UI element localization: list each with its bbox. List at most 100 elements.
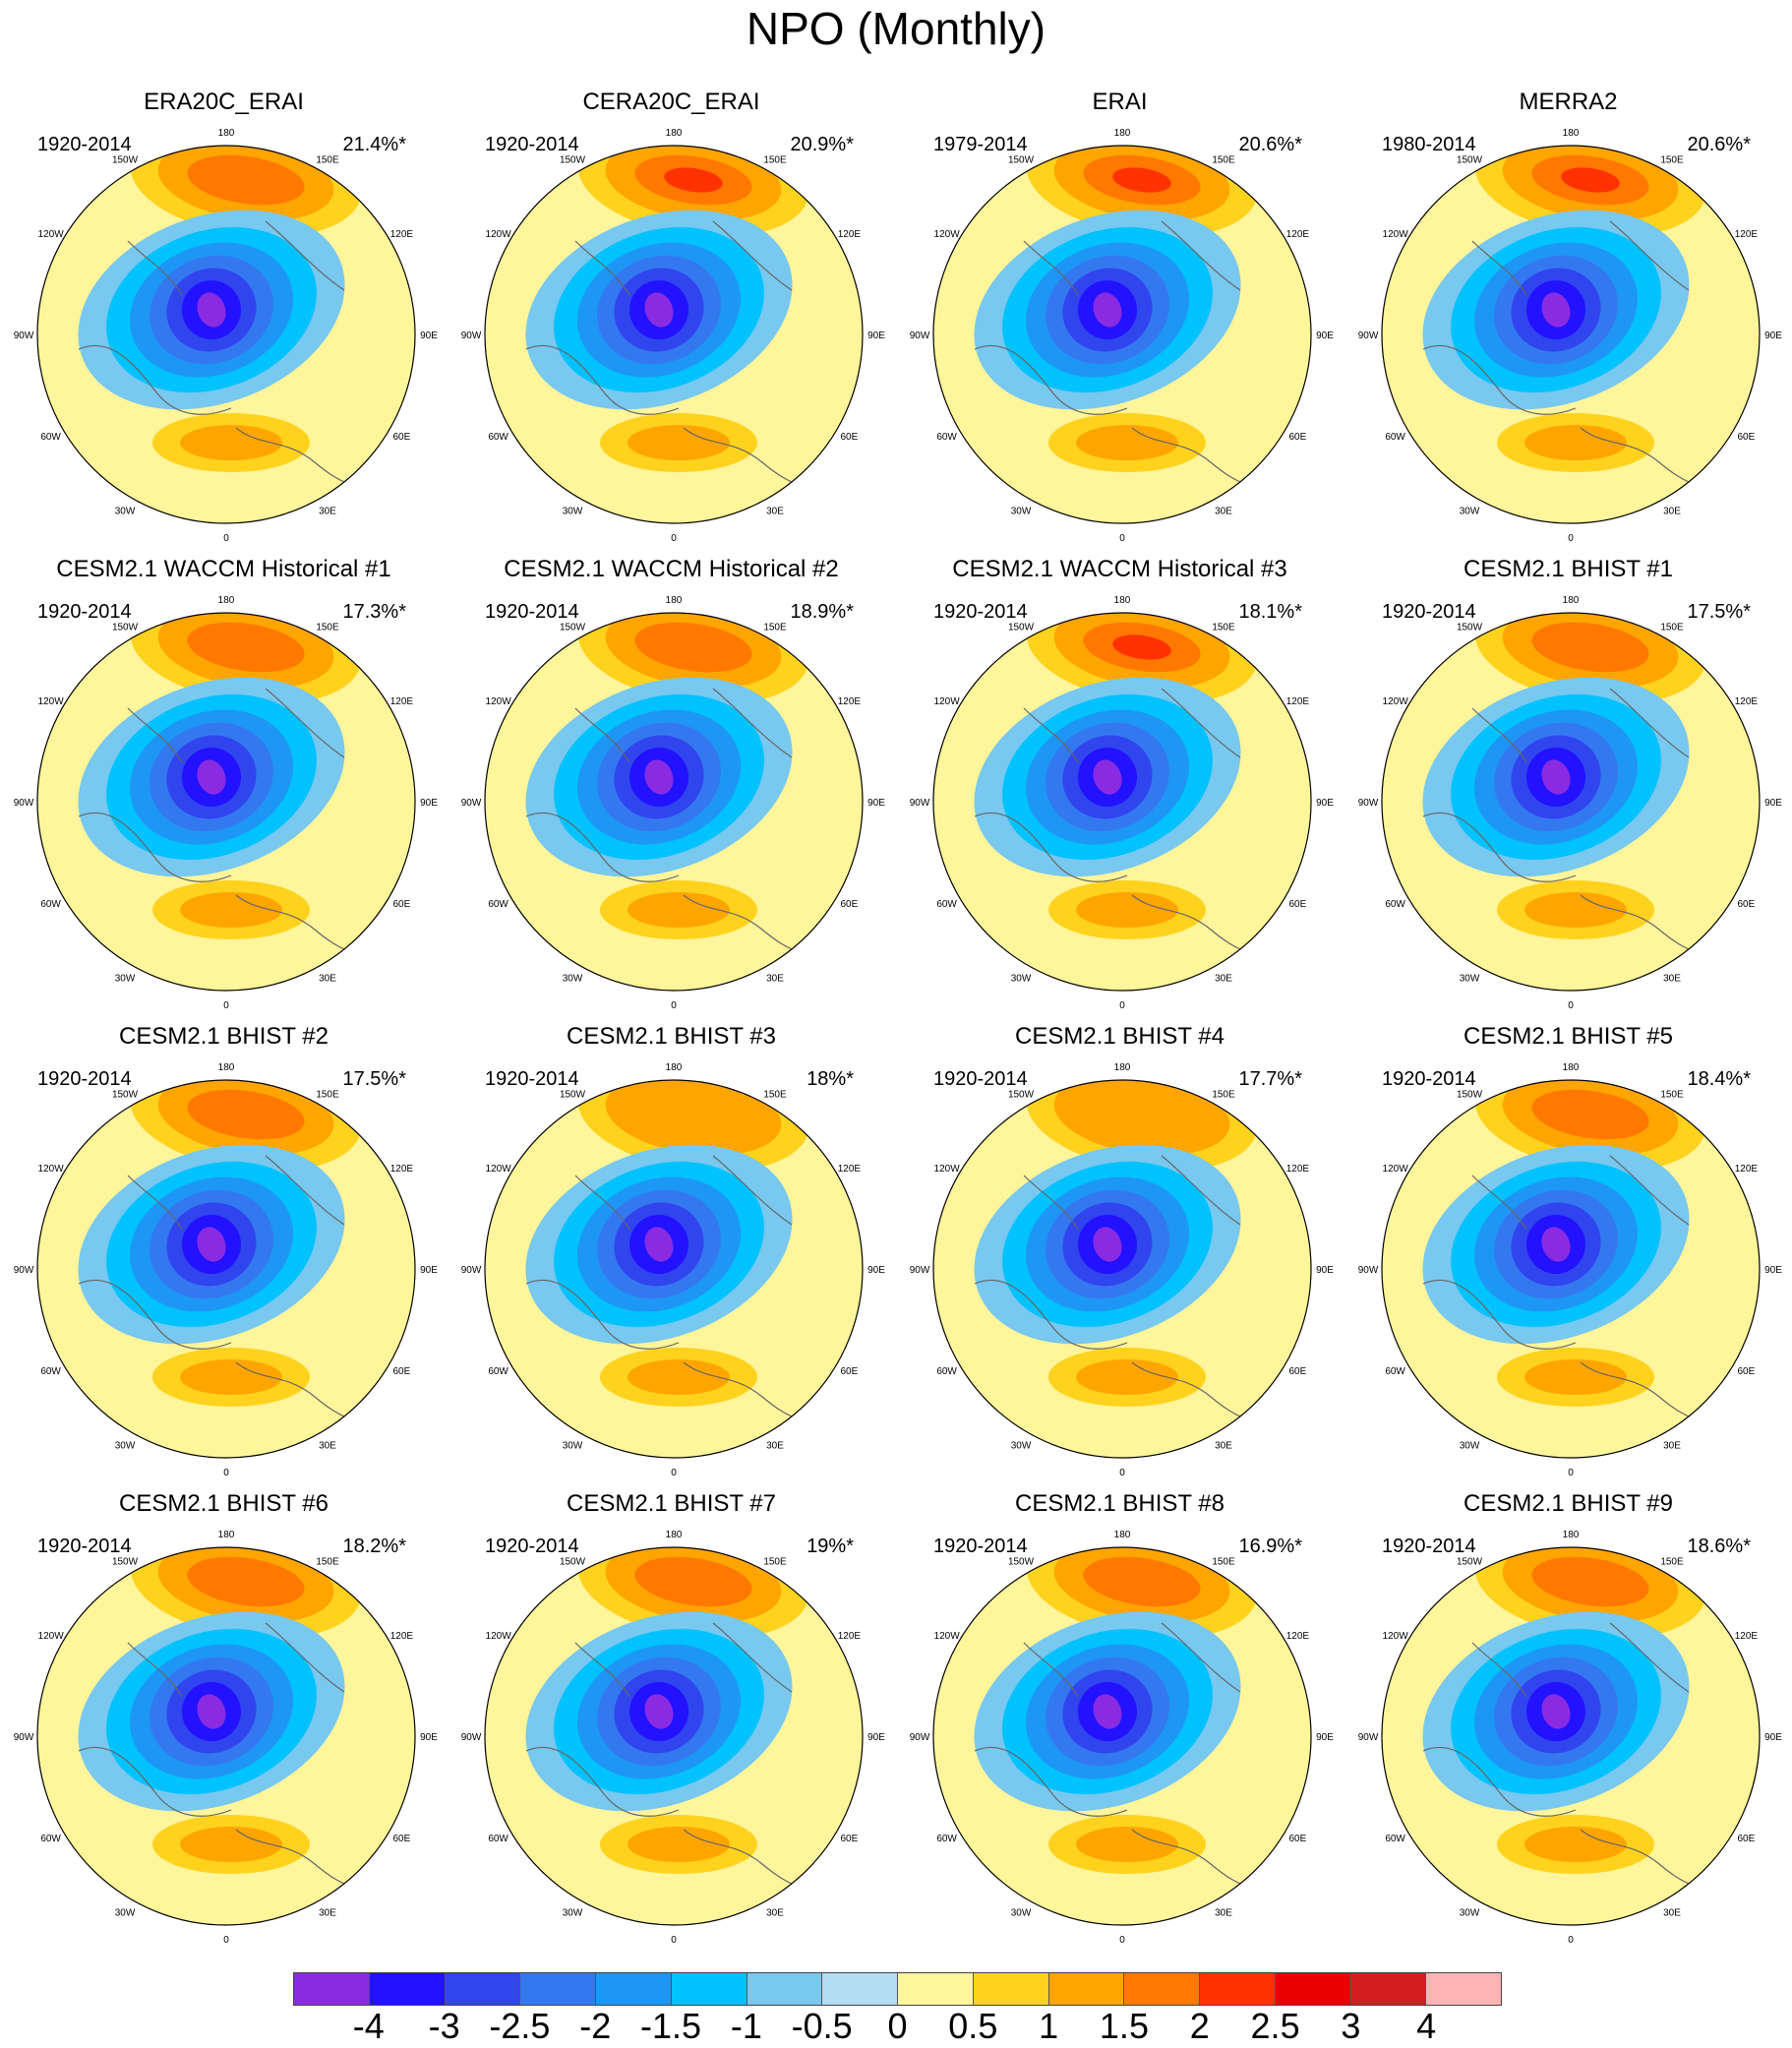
negative-anomaly-contour xyxy=(1541,1694,1571,1729)
longitude-label: 60W xyxy=(1385,1834,1405,1844)
colorbar-tick-label: 3 xyxy=(1341,2006,1361,2046)
polar-map: 180 150E 120E 90E 60E 30E 0 30W 60W 90W 120W 150W xyxy=(1358,595,1783,1011)
longitude-label: 180 xyxy=(218,1062,235,1073)
colorbar-tick-label: -3 xyxy=(428,2006,460,2046)
panel-variance: 18.9%* xyxy=(790,601,855,623)
longitude-label: 180 xyxy=(218,1530,235,1540)
positive-anomaly-contour xyxy=(1531,1089,1649,1140)
panel-variance: 20.9%* xyxy=(790,134,855,155)
negative-anomaly-contour xyxy=(197,292,226,328)
negative-anomaly-contour xyxy=(1093,292,1122,328)
longitude-label: 180 xyxy=(1114,128,1131,139)
longitude-label: 90E xyxy=(420,331,438,341)
colorbar-tick-label: -2.5 xyxy=(489,2006,551,2046)
positive-anomaly-contour xyxy=(180,425,282,460)
longitude-label: 150W xyxy=(1457,155,1483,166)
map-panel: ERAI 1979-2014 20.6%* 180 150E 120E 90E 60E 30E 0… xyxy=(896,0,1344,544)
panel-variance: 18.1%* xyxy=(1238,601,1303,623)
positive-anomaly-contour xyxy=(1076,1359,1178,1395)
longitude-label: 120E xyxy=(1735,696,1759,707)
panel-period: 1920-2014 xyxy=(933,1536,1028,1557)
longitude-label: 30W xyxy=(1460,506,1480,516)
positive-anomaly-contour xyxy=(1076,425,1178,460)
positive-anomaly-contour xyxy=(1561,167,1620,193)
longitude-label: 120W xyxy=(38,1631,65,1642)
longitude-label: 150E xyxy=(1660,155,1684,166)
longitude-label: 150E xyxy=(763,623,787,633)
panel-title: CESM2.1 BHIST #8 xyxy=(1015,1490,1225,1517)
panel-title: CESM2.1 WACCM Historical #2 xyxy=(504,556,839,582)
map-boundary xyxy=(484,1546,864,1926)
longitude-label: 150W xyxy=(112,1090,139,1101)
panel-variance: 18%* xyxy=(806,1068,854,1090)
longitude-label: 150E xyxy=(316,1090,339,1101)
longitude-label: 120E xyxy=(838,696,862,707)
panel-period: 1979-2014 xyxy=(933,134,1028,155)
longitude-label: 30W xyxy=(115,1907,136,1918)
longitude-label: 120E xyxy=(390,1164,414,1175)
longitude-label: 180 xyxy=(1563,1530,1580,1540)
longitude-label: 60E xyxy=(841,1834,859,1844)
negative-anomaly-contour xyxy=(1093,1227,1122,1262)
polar-map: 180 150E 120E 90E 60E 30E 0 30W 60W 90W 120W 150W xyxy=(1358,1530,1783,1946)
panel-title: CESM2.1 WACCM Historical #3 xyxy=(952,556,1287,582)
positive-anomaly-contour xyxy=(1531,1556,1649,1607)
longitude-label: 150E xyxy=(1212,1557,1235,1568)
polar-map: 180 150E 120E 90E 60E 30E 0 30W 60W 90W 120W 150W xyxy=(461,128,886,544)
polar-map: 180 150E 120E 90E 60E 30E 0 30W 60W 90W 120W 150W xyxy=(910,595,1335,1011)
longitude-label: 150E xyxy=(316,1557,339,1568)
coastlines xyxy=(1422,1622,1709,1899)
panel-variance: 18.2%* xyxy=(342,1536,407,1557)
colorbar-tick-label: 0 xyxy=(887,2006,908,2046)
longitude-label: 90W xyxy=(910,1732,930,1743)
longitude-label: 90E xyxy=(1316,1265,1334,1276)
negative-anomaly-contour xyxy=(197,759,226,795)
map-boundary xyxy=(484,145,864,524)
longitude-label: 90E xyxy=(1764,798,1782,809)
longitude-label: 60W xyxy=(1385,1366,1405,1377)
polar-map: 180 150E 120E 90E 60E 30E 0 30W 60W 90W 120W 150W xyxy=(910,1062,1335,1478)
colorbar-tick-label: -0.5 xyxy=(791,2006,853,2046)
longitude-label: 180 xyxy=(1563,1062,1580,1073)
longitude-label: 90E xyxy=(867,331,885,341)
longitude-label: 120E xyxy=(838,1631,862,1642)
longitude-label: 30E xyxy=(1663,973,1681,984)
map-boundary xyxy=(36,145,416,524)
map-panel: ERA20C_ERAI 1920-2014 21.4%* 180 150E 120E 90E… xyxy=(0,0,448,544)
longitude-label: 90W xyxy=(14,331,34,341)
panel-period: 1920-2014 xyxy=(1382,1536,1476,1557)
longitude-label: 90E xyxy=(420,1265,438,1276)
longitude-label: 60W xyxy=(488,1366,508,1377)
map-panel: CERA20C_ERAI 1920-2014 20.9%* 180 150E 120E 90… xyxy=(448,0,895,544)
longitude-label: 120W xyxy=(38,696,65,707)
panel-title: ERAI xyxy=(1092,89,1148,115)
longitude-label: 0 xyxy=(1119,1468,1125,1478)
longitude-label: 90W xyxy=(1358,1265,1379,1276)
coastlines xyxy=(1422,220,1709,498)
longitude-label: 180 xyxy=(1114,1062,1131,1073)
panel-title: CERA20C_ERAI xyxy=(582,89,760,115)
longitude-label: 0 xyxy=(671,533,677,544)
positive-anomaly-contour xyxy=(180,1359,282,1395)
map-panel: MERRA2 1980-2014 20.6%* 180 150E 120E 90E 60E 30… xyxy=(1344,0,1792,544)
longitude-label: 90E xyxy=(867,1732,885,1743)
longitude-label: 120W xyxy=(486,1164,512,1175)
panel-variance: 20.6%* xyxy=(1238,134,1303,155)
longitude-label: 30E xyxy=(1663,1440,1681,1451)
map-panel: CESM2.1 WACCM Historical #3 1920-2014 18.1… xyxy=(896,467,1344,1011)
longitude-label: 120W xyxy=(38,229,65,240)
longitude-label: 30W xyxy=(115,973,136,984)
polar-map: 180 150E 120E 90E 60E 30E 0 30W 60W 90W 120W 150W xyxy=(910,1530,1335,1946)
longitude-label: 60W xyxy=(40,899,61,910)
longitude-label: 30W xyxy=(1011,1907,1032,1918)
positive-anomaly-contour xyxy=(627,1359,730,1395)
map-panel: CESM2.1 BHIST #8 1920-2014 16.9%* 180 150E 12… xyxy=(896,1402,1344,1946)
longitude-label: 120E xyxy=(390,696,414,707)
longitude-label: 30W xyxy=(1011,1440,1032,1451)
coastlines xyxy=(78,688,365,965)
longitude-label: 120E xyxy=(838,1164,862,1175)
longitude-label: 60E xyxy=(841,1366,859,1377)
longitude-label: 120W xyxy=(934,1631,961,1642)
positive-anomaly-contour xyxy=(1112,634,1171,660)
colorbar-tick-label: 2.5 xyxy=(1250,2006,1300,2046)
